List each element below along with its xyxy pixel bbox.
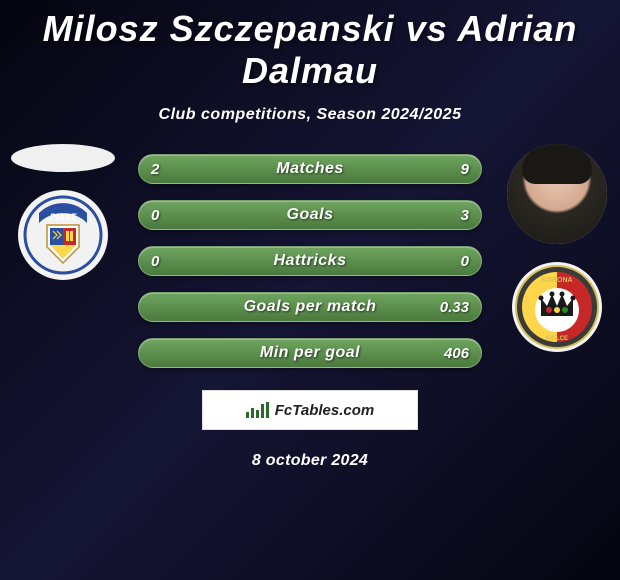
comparison-panel: PIAST KORONA	[0, 154, 620, 470]
stats-list: 2 Matches 9 0 Goals 3 0 Hattricks 0 Goal…	[138, 154, 482, 368]
stat-left-value: 2	[151, 161, 159, 178]
stat-label: Hattricks	[274, 252, 347, 270]
stat-row-goals: 0 Goals 3	[138, 200, 482, 230]
stat-label: Matches	[276, 160, 344, 178]
date-label: 8 october 2024	[0, 452, 620, 470]
bar-chart-icon	[246, 402, 269, 418]
stat-row-matches: 2 Matches 9	[138, 154, 482, 184]
stat-row-goals-per-match: Goals per match 0.33	[138, 292, 482, 322]
svg-text:KIELCE: KIELCE	[546, 336, 568, 342]
svg-text:PIAST: PIAST	[50, 212, 78, 222]
stat-row-min-per-goal: Min per goal 406	[138, 338, 482, 368]
player1-club-badge: PIAST	[18, 190, 108, 280]
source-label: FcTables.com	[275, 402, 374, 419]
stat-row-hattricks: 0 Hattricks 0	[138, 246, 482, 276]
source-logo: FcTables.com	[202, 390, 418, 430]
stat-label: Goals	[287, 206, 334, 224]
player2-column: KORONA KIELCE	[502, 144, 612, 352]
stat-right-value: 9	[461, 161, 469, 178]
stat-right-value: 3	[461, 207, 469, 224]
page-title: Milosz Szczepanski vs Adrian Dalmau	[0, 0, 620, 92]
player1-column: PIAST	[8, 144, 118, 280]
stat-right-value: 0	[461, 253, 469, 270]
stat-label: Min per goal	[260, 344, 360, 362]
player2-club-badge: KORONA KIELCE	[512, 262, 602, 352]
stat-right-value: 406	[444, 345, 469, 362]
stat-left-value: 0	[151, 207, 159, 224]
stat-left-value: 0	[151, 253, 159, 270]
subtitle: Club competitions, Season 2024/2025	[0, 106, 620, 124]
stat-right-value: 0.33	[440, 299, 469, 316]
stat-label: Goals per match	[244, 298, 377, 316]
svg-text:KORONA: KORONA	[541, 277, 572, 284]
player2-avatar	[507, 144, 607, 244]
player1-avatar	[11, 144, 115, 172]
